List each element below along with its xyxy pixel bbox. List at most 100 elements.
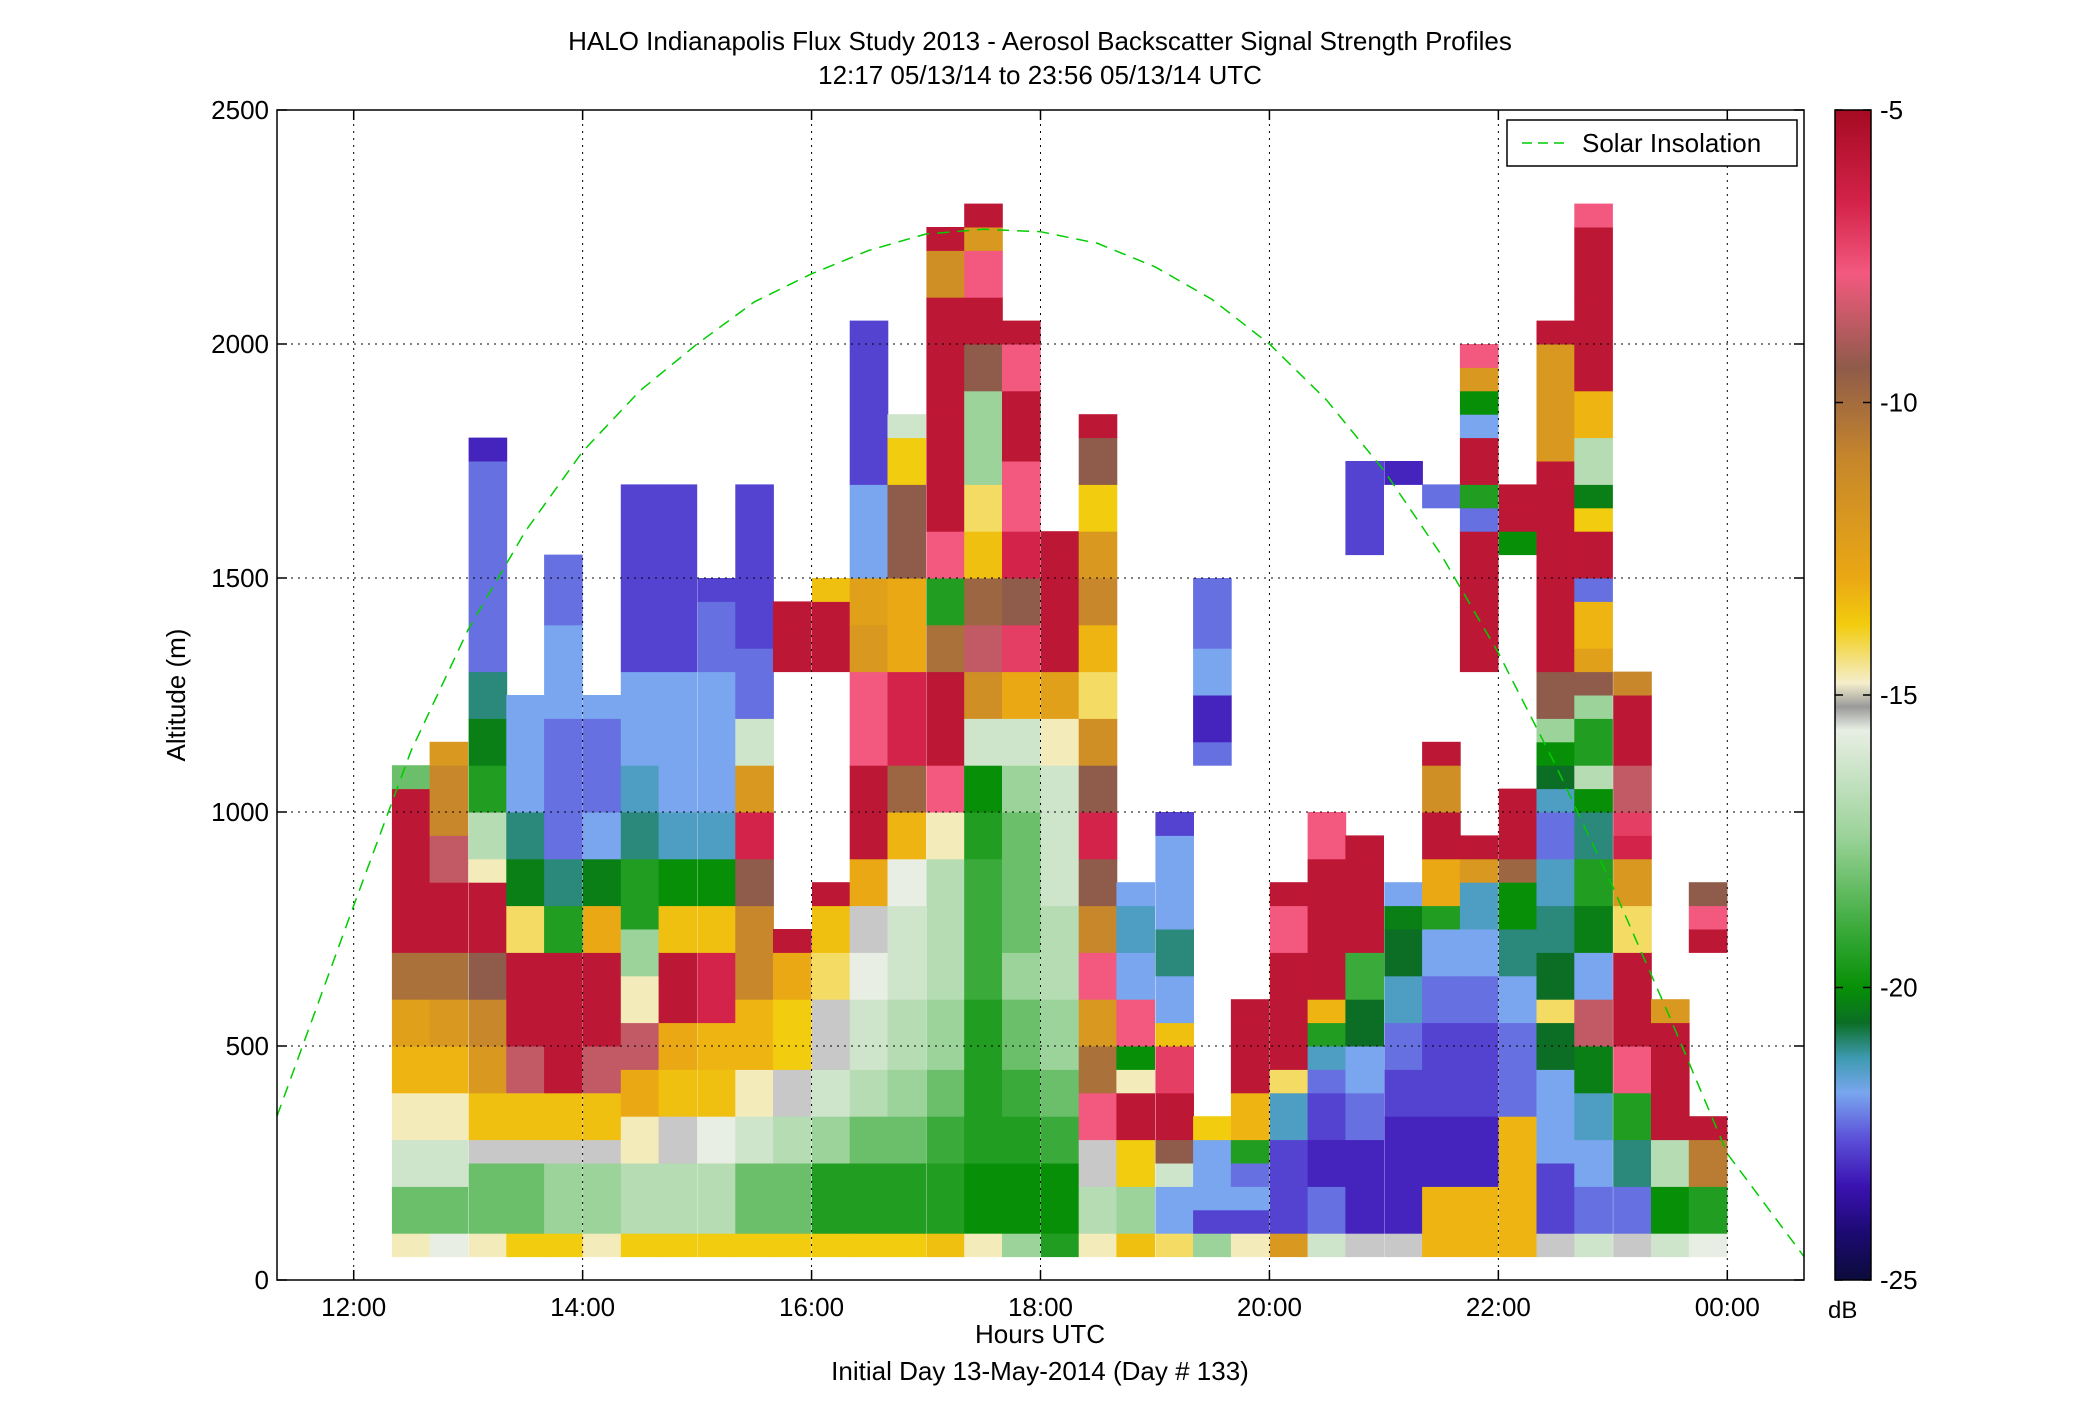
heatmap-cell bbox=[468, 812, 508, 860]
heatmap-cell bbox=[468, 671, 508, 719]
heatmap-cell bbox=[697, 905, 737, 953]
heatmap-cell bbox=[1002, 1233, 1041, 1258]
heatmap-cell bbox=[887, 999, 927, 1070]
heatmap-cell bbox=[1078, 718, 1118, 766]
heatmap-cell bbox=[1307, 1139, 1347, 1187]
heatmap-cell bbox=[1002, 390, 1041, 462]
heatmap-cell bbox=[1345, 858, 1384, 953]
heatmap-cell bbox=[964, 437, 1003, 485]
heatmap-cell bbox=[1230, 1139, 1270, 1164]
heatmap-cell bbox=[887, 437, 927, 485]
heatmap-cell bbox=[1574, 788, 1613, 813]
heatmap-cell bbox=[1574, 812, 1613, 860]
heatmap-cell bbox=[429, 952, 469, 1000]
heatmap-cell bbox=[1422, 1069, 1461, 1117]
heatmap-cell bbox=[1040, 1233, 1080, 1258]
heatmap-cell bbox=[620, 484, 660, 509]
heatmap-cell bbox=[1498, 531, 1538, 556]
heatmap-cell bbox=[849, 952, 889, 1000]
heatmap-cell bbox=[849, 578, 889, 626]
heatmap-cell bbox=[964, 812, 1003, 860]
heatmap-cell bbox=[1345, 835, 1384, 860]
heatmap-cell bbox=[887, 1069, 927, 1117]
heatmap-cell bbox=[735, 718, 774, 766]
heatmap-cell bbox=[1345, 1046, 1384, 1094]
heatmap-cell bbox=[1078, 437, 1118, 485]
heatmap-cell bbox=[1078, 1046, 1118, 1094]
heatmap-cell bbox=[1155, 1046, 1194, 1094]
heatmap-cell bbox=[1040, 531, 1080, 556]
heatmap-cell bbox=[658, 1069, 698, 1117]
heatmap-cell bbox=[773, 1069, 812, 1117]
heatmap-cell bbox=[1574, 578, 1613, 602]
heatmap-cell bbox=[964, 671, 1003, 719]
heatmap-cell bbox=[1498, 788, 1538, 813]
heatmap-cell bbox=[620, 1163, 660, 1234]
heatmap-cell bbox=[1307, 1046, 1347, 1070]
heatmap-cell bbox=[1498, 929, 1538, 977]
heatmap-cell bbox=[1116, 1069, 1155, 1094]
heatmap-cell bbox=[887, 905, 927, 953]
heatmap-cell bbox=[468, 882, 508, 953]
heatmap-cell bbox=[506, 1139, 545, 1164]
heatmap-cell bbox=[964, 227, 1003, 251]
heatmap-cell bbox=[583, 718, 622, 813]
heatmap-cell bbox=[1574, 999, 1613, 1047]
heatmap-cell bbox=[429, 882, 469, 953]
heatmap-cell bbox=[1078, 1139, 1118, 1187]
heatmap-cell bbox=[1459, 975, 1499, 1024]
heatmap-cell bbox=[1155, 1186, 1194, 1234]
heatmap-cell bbox=[1230, 1022, 1270, 1094]
heatmap-cell bbox=[1230, 1092, 1270, 1141]
heatmap-cell bbox=[887, 812, 927, 860]
heatmap-cell bbox=[964, 297, 1003, 345]
heatmap-cell bbox=[1574, 1139, 1613, 1187]
heatmap-cell bbox=[1459, 1186, 1499, 1258]
heatmap-cell bbox=[544, 578, 583, 626]
heatmap-cell bbox=[1574, 952, 1613, 1000]
heatmap-cell bbox=[735, 1116, 774, 1164]
heatmap-cell bbox=[1307, 835, 1347, 860]
heatmap-cell bbox=[697, 1163, 737, 1234]
heatmap-cell bbox=[468, 1139, 508, 1164]
heatmap-cell bbox=[1613, 1092, 1652, 1141]
heatmap-cell bbox=[1574, 695, 1613, 719]
heatmap-cell bbox=[391, 999, 431, 1047]
heatmap-cell bbox=[1002, 1116, 1041, 1164]
heatmap-cell bbox=[1422, 905, 1461, 930]
heatmap-cell bbox=[1613, 1186, 1652, 1234]
heatmap-cell bbox=[620, 1116, 660, 1164]
heatmap-cell bbox=[1116, 882, 1155, 907]
x-tick-label: 22:00 bbox=[1466, 1292, 1531, 1322]
heatmap-cell bbox=[429, 1092, 469, 1141]
heatmap-cell bbox=[1078, 999, 1118, 1047]
heatmap-cell bbox=[812, 578, 851, 602]
heatmap-cell bbox=[697, 1069, 737, 1117]
heatmap-cell bbox=[1307, 1022, 1347, 1047]
heatmap-cell bbox=[1498, 975, 1538, 1024]
heatmap-cell bbox=[468, 718, 508, 766]
y-tick-label: 2000 bbox=[211, 329, 269, 359]
y-tick-label: 1500 bbox=[211, 563, 269, 593]
heatmap-cell bbox=[926, 858, 965, 907]
heatmap-cell bbox=[1459, 344, 1499, 368]
heatmap-cell bbox=[1345, 1092, 1384, 1141]
heatmap-cell bbox=[887, 1233, 927, 1258]
heatmap-cell bbox=[544, 905, 583, 953]
heatmap-cell bbox=[1536, 952, 1576, 1000]
heatmap-cell bbox=[620, 1069, 660, 1117]
heatmap-cell bbox=[583, 858, 622, 907]
heatmap-cell bbox=[1384, 1069, 1423, 1117]
heatmap-cell bbox=[887, 671, 927, 766]
heatmap-cell bbox=[1613, 858, 1652, 907]
heatmap-cell bbox=[429, 1186, 469, 1234]
heatmap-cell bbox=[1040, 554, 1080, 579]
heatmap-cell bbox=[849, 1116, 889, 1164]
heatmap-cell bbox=[812, 1233, 851, 1258]
heatmap-cell bbox=[1459, 1022, 1499, 1070]
heatmap-cell bbox=[887, 484, 927, 579]
heatmap-cell bbox=[1574, 1046, 1613, 1094]
heatmap-cell bbox=[544, 1139, 583, 1164]
heatmap-cell bbox=[391, 788, 431, 813]
heatmap-cell bbox=[1155, 1233, 1194, 1258]
